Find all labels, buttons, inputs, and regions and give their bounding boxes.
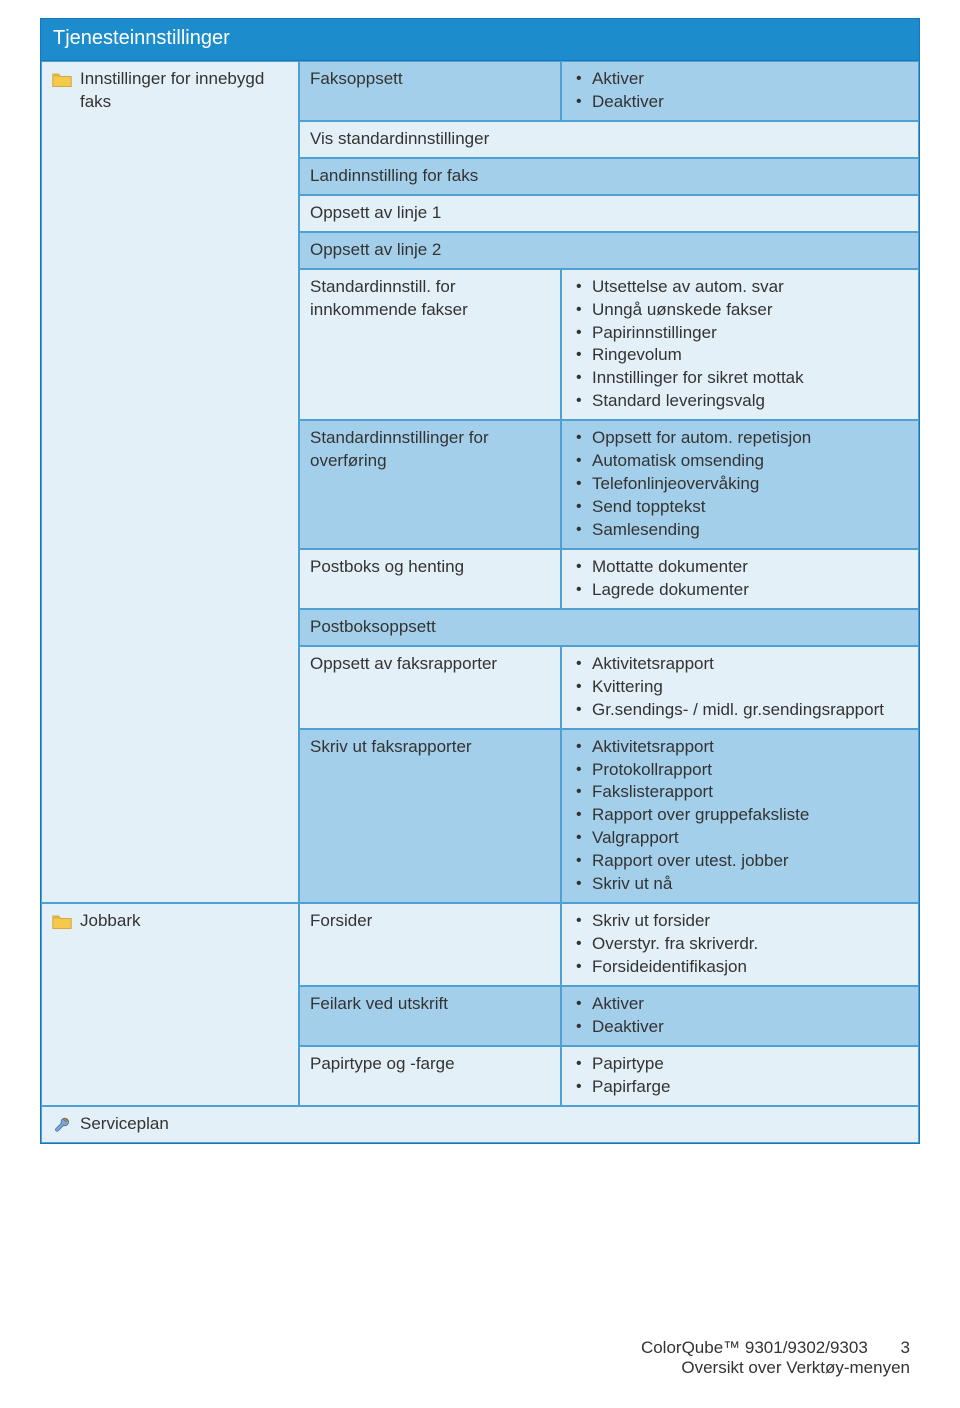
folder-icon bbox=[52, 910, 72, 930]
sidebar-item-label: Innstillinger for innebygd faks bbox=[80, 68, 288, 114]
option-item: Rapport over gruppefaksliste bbox=[572, 804, 908, 827]
setting-full: Vis standardinnstillinger bbox=[299, 121, 919, 158]
option-item: Deaktiver bbox=[572, 1016, 908, 1039]
option-item: Papirtype bbox=[572, 1053, 908, 1076]
setting-label: Feilark ved utskrift bbox=[299, 986, 561, 1046]
table-title-bar: Tjenesteinnstillinger bbox=[41, 19, 919, 61]
sidebar-item-jobbark: Jobbark bbox=[41, 903, 299, 1106]
setting-full: Oppsett av linje 1 bbox=[299, 195, 919, 232]
setting-label: Oppsett av faksrapporter bbox=[299, 646, 561, 729]
page-number: 3 bbox=[901, 1338, 910, 1358]
setting-options: Aktiver Deaktiver bbox=[561, 986, 919, 1046]
settings-table: Tjenesteinnstillinger Innstillinger for … bbox=[40, 18, 920, 1144]
sidebar-item-fax: Innstillinger for innebygd faks bbox=[41, 61, 299, 903]
setting-label: Postboks og henting bbox=[299, 549, 561, 609]
option-item: Kvittering bbox=[572, 676, 908, 699]
setting-full: Landinnstilling for faks bbox=[299, 158, 919, 195]
option-item: Valgrapport bbox=[572, 827, 908, 850]
option-item: Deaktiver bbox=[572, 91, 908, 114]
footer-subtitle: Oversikt over Verktøy-menyen bbox=[641, 1358, 910, 1378]
setting-options: Skriv ut forsider Overstyr. fra skriverd… bbox=[561, 903, 919, 986]
option-item: Telefonlinjeovervåking bbox=[572, 473, 908, 496]
option-item: Ringevolum bbox=[572, 344, 908, 367]
setting-label: Papirtype og -farge bbox=[299, 1046, 561, 1106]
option-item: Innstillinger for sikret mottak bbox=[572, 367, 908, 390]
option-item: Overstyr. fra skriverdr. bbox=[572, 933, 908, 956]
setting-options: Aktivitetsrapport Kvittering Gr.sendings… bbox=[561, 646, 919, 729]
option-item: Samlesending bbox=[572, 519, 908, 542]
option-item: Papirfarge bbox=[572, 1076, 908, 1099]
option-item: Skriv ut forsider bbox=[572, 910, 908, 933]
page-footer: ColorQube™ 9301/9302/9303 3 Oversikt ove… bbox=[641, 1338, 910, 1378]
option-item: Fakslisterapport bbox=[572, 781, 908, 804]
option-item: Aktivitetsrapport bbox=[572, 653, 908, 676]
option-item: Utsettelse av autom. svar bbox=[572, 276, 908, 299]
option-item: Aktiver bbox=[572, 68, 908, 91]
folder-icon bbox=[52, 68, 72, 88]
setting-options: Utsettelse av autom. svar Unngå uønskede… bbox=[561, 269, 919, 421]
setting-options: Aktivitetsrapport Protokollrapport Faksl… bbox=[561, 729, 919, 904]
wrench-icon bbox=[52, 1113, 72, 1133]
option-item: Aktivitetsrapport bbox=[572, 736, 908, 759]
option-item: Lagrede dokumenter bbox=[572, 579, 908, 602]
option-item: Protokollrapport bbox=[572, 759, 908, 782]
footer-product: ColorQube™ 9301/9302/9303 bbox=[641, 1338, 868, 1357]
setting-options: Oppsett for autom. repetisjon Automatisk… bbox=[561, 420, 919, 549]
option-item: Forsideidentifikasjon bbox=[572, 956, 908, 979]
setting-options: Aktiver Deaktiver bbox=[561, 61, 919, 121]
table-title: Tjenesteinnstillinger bbox=[53, 27, 230, 49]
sidebar-item-label: Serviceplan bbox=[80, 1113, 169, 1136]
option-item: Gr.sendings- / midl. gr.sendingsrapport bbox=[572, 699, 908, 722]
setting-label: Standardinnstillinger for overføring bbox=[299, 420, 561, 549]
setting-options: Mottatte dokumenter Lagrede dokumenter bbox=[561, 549, 919, 609]
setting-label: Skriv ut faksrapporter bbox=[299, 729, 561, 904]
option-item: Skriv ut nå bbox=[572, 873, 908, 896]
option-item: Automatisk omsending bbox=[572, 450, 908, 473]
option-item: Rapport over utest. jobber bbox=[572, 850, 908, 873]
option-item: Send topptekst bbox=[572, 496, 908, 519]
option-item: Oppsett for autom. repetisjon bbox=[572, 427, 908, 450]
option-item: Papirinnstillinger bbox=[572, 322, 908, 345]
option-item: Unngå uønskede fakser bbox=[572, 299, 908, 322]
option-item: Standard leveringsvalg bbox=[572, 390, 908, 413]
setting-full: Oppsett av linje 2 bbox=[299, 232, 919, 269]
option-item: Aktiver bbox=[572, 993, 908, 1016]
setting-label: Faksoppsett bbox=[299, 61, 561, 121]
setting-full: Postboksoppsett bbox=[299, 609, 919, 646]
setting-options: Papirtype Papirfarge bbox=[561, 1046, 919, 1106]
sidebar-item-serviceplan: Serviceplan bbox=[41, 1106, 919, 1143]
setting-label: Forsider bbox=[299, 903, 561, 986]
sidebar-item-label: Jobbark bbox=[80, 910, 140, 933]
setting-label: Standardinnstill. for innkommende fakser bbox=[299, 269, 561, 421]
option-item: Mottatte dokumenter bbox=[572, 556, 908, 579]
